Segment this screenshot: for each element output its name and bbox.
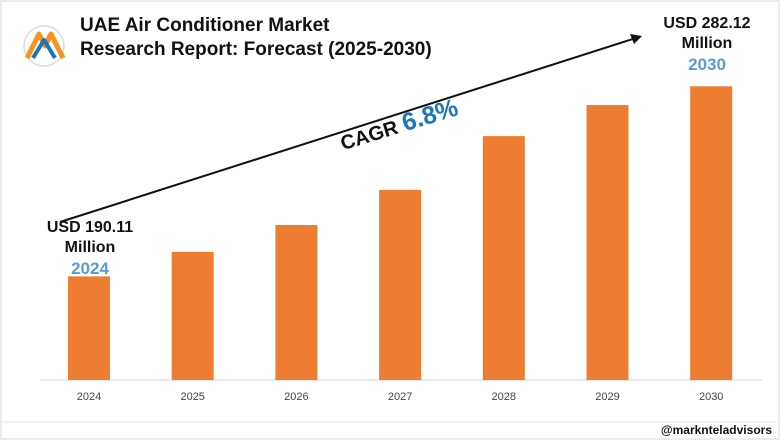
title-line-1: UAE Air Conditioner Market — [80, 15, 330, 36]
bar-2024 — [68, 276, 110, 380]
x-tick-2026: 2026 — [284, 391, 308, 403]
bar-2026 — [275, 225, 318, 380]
title-line-2: Research Report: Forecast (2025-2030) — [80, 39, 432, 60]
x-tick-2025: 2025 — [180, 391, 204, 403]
bar-2028 — [482, 136, 525, 380]
social-handle: @marknteladvisors — [660, 423, 772, 437]
bar-2030 — [690, 86, 733, 381]
cagr-trend-arrow — [59, 37, 637, 223]
start-value-callout: USD 190.11 Million 2024 — [30, 218, 150, 280]
bar-group — [68, 86, 733, 381]
x-tick-2027: 2027 — [388, 391, 412, 403]
chart-title: UAE Air Conditioner Market Research Repo… — [80, 14, 500, 62]
start-year: 2024 — [71, 259, 109, 278]
brand-logo — [23, 25, 66, 67]
x-tick-labels: 2024 2025 2026 2027 2028 2029 2030 — [77, 391, 724, 403]
x-tick-2024: 2024 — [77, 391, 101, 403]
end-amount: USD 282.12 — [663, 15, 751, 32]
trend-arrowhead — [630, 34, 642, 44]
x-tick-2030: 2030 — [699, 391, 723, 403]
bar-2029 — [586, 105, 629, 380]
start-amount: USD 190.11 — [46, 219, 134, 236]
end-year: 2030 — [688, 55, 726, 74]
bar-2025 — [171, 251, 214, 380]
end-unit: Million — [681, 35, 733, 52]
start-unit: Million — [64, 239, 116, 256]
bar-2027 — [379, 189, 422, 380]
x-tick-2028: 2028 — [492, 391, 516, 403]
end-value-callout: USD 282.12 Million 2030 — [652, 14, 762, 76]
x-tick-2029: 2029 — [595, 391, 619, 403]
